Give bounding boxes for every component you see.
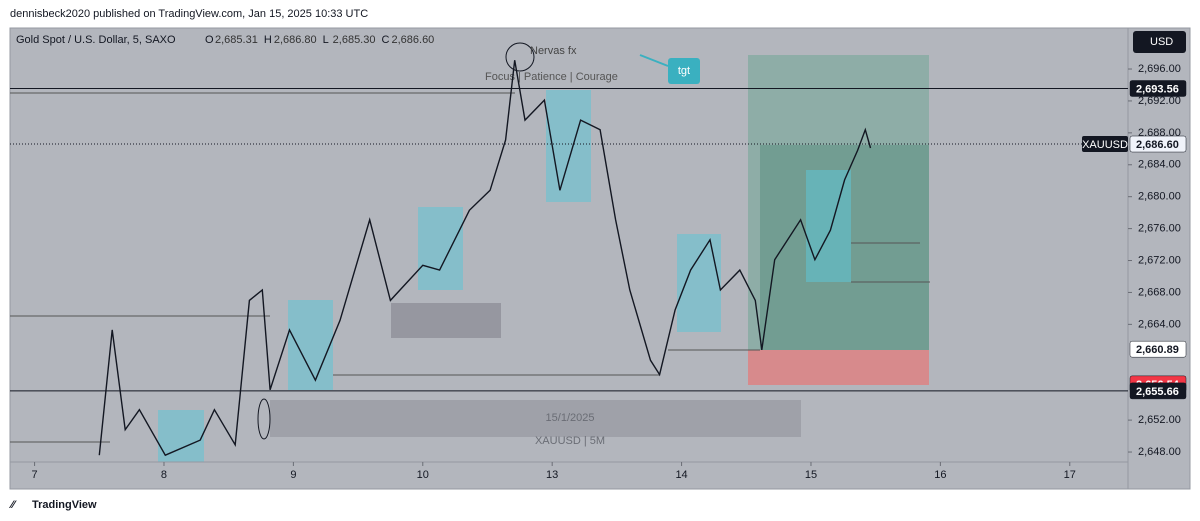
ohlc-key: C [381, 34, 389, 46]
ohlc-key: O [205, 34, 214, 46]
price-tag-label: 2,686.60 [1136, 139, 1179, 151]
ohlc-key: H [264, 34, 272, 46]
footer-logo: ⁄⁄ [8, 499, 17, 511]
x-tick-label: 13 [546, 469, 558, 481]
order-block [288, 300, 333, 390]
order-block [677, 234, 721, 332]
currency-button[interactable] [1133, 31, 1186, 53]
circle-mark [505, 42, 535, 72]
ohlc-key: L [323, 34, 329, 46]
price-tag-label: 2,660.89 [1136, 344, 1179, 356]
symbol-tag [1082, 136, 1128, 153]
price-tag [1129, 135, 1187, 153]
footer-brand: TradingView [32, 499, 97, 511]
order-block [546, 90, 591, 202]
x-tick-label: 15 [805, 469, 817, 481]
y-tick-label: 2,688.00 [1138, 127, 1181, 139]
x-tick-label: 16 [934, 469, 946, 481]
watermark-date: 15/1/2025 [546, 412, 595, 424]
y-tick-label: 2,652.00 [1138, 414, 1181, 426]
currency[interactable]: USD [1150, 36, 1173, 48]
y-tick-label: 2,680.00 [1138, 191, 1181, 203]
symbol: Gold Spot / U.S. Dollar, 5, SAXO [16, 34, 176, 46]
price-tag [1129, 340, 1187, 358]
order-block [418, 207, 463, 290]
y-tick-label: 2,684.00 [1138, 159, 1181, 171]
x-tick-label: 14 [675, 469, 687, 481]
gray-zone [391, 303, 501, 338]
circle-mark [257, 398, 271, 440]
motto: Focus | Patience | Courage [485, 71, 618, 83]
stop-zone [748, 350, 929, 385]
price-tag [1129, 80, 1187, 97]
publisher: dennisbeck2020 published on TradingView.… [10, 8, 368, 20]
target-badge [668, 58, 700, 84]
y-tick-label: 2,696.00 [1138, 63, 1181, 75]
order-block [158, 410, 204, 462]
ohlc-value: 2,686.80 [274, 34, 317, 46]
target-pointer [639, 54, 669, 67]
y-tick-label: 2,664.00 [1138, 318, 1181, 330]
price-tag-label: 2,693.56 [1136, 83, 1179, 95]
price-tag-label: 2,655.66 [1136, 386, 1179, 398]
price-tag [1129, 382, 1187, 400]
symbol-tag-label: XAUUSD [1082, 139, 1128, 151]
x-tick-label: 7 [32, 469, 38, 481]
y-tick-label: 2,668.00 [1138, 286, 1181, 298]
x-tick-label: 8 [161, 469, 167, 481]
y-tick-label: 2,672.00 [1138, 254, 1181, 266]
y-tick-label: 2,676.00 [1138, 223, 1181, 235]
watermark-symbol: XAUUSD | 5M [535, 435, 605, 447]
ohlc-value: 2,685.31 [215, 34, 258, 46]
x-tick-label: 10 [417, 469, 429, 481]
order-block [806, 170, 851, 282]
x-tick-label: 17 [1064, 469, 1076, 481]
y-tick-label: 2,692.00 [1138, 95, 1181, 107]
y-tick-label: 2,648.00 [1138, 446, 1181, 458]
target-label: tgt [678, 65, 690, 77]
x-tick-label: 9 [290, 469, 296, 481]
ohlc-value: 2,685.30 [333, 34, 376, 46]
ohlc-value: 2,686.60 [391, 34, 434, 46]
brand: Nervas fx [530, 45, 577, 57]
price-line [98, 60, 872, 457]
gray-zone [270, 400, 801, 437]
